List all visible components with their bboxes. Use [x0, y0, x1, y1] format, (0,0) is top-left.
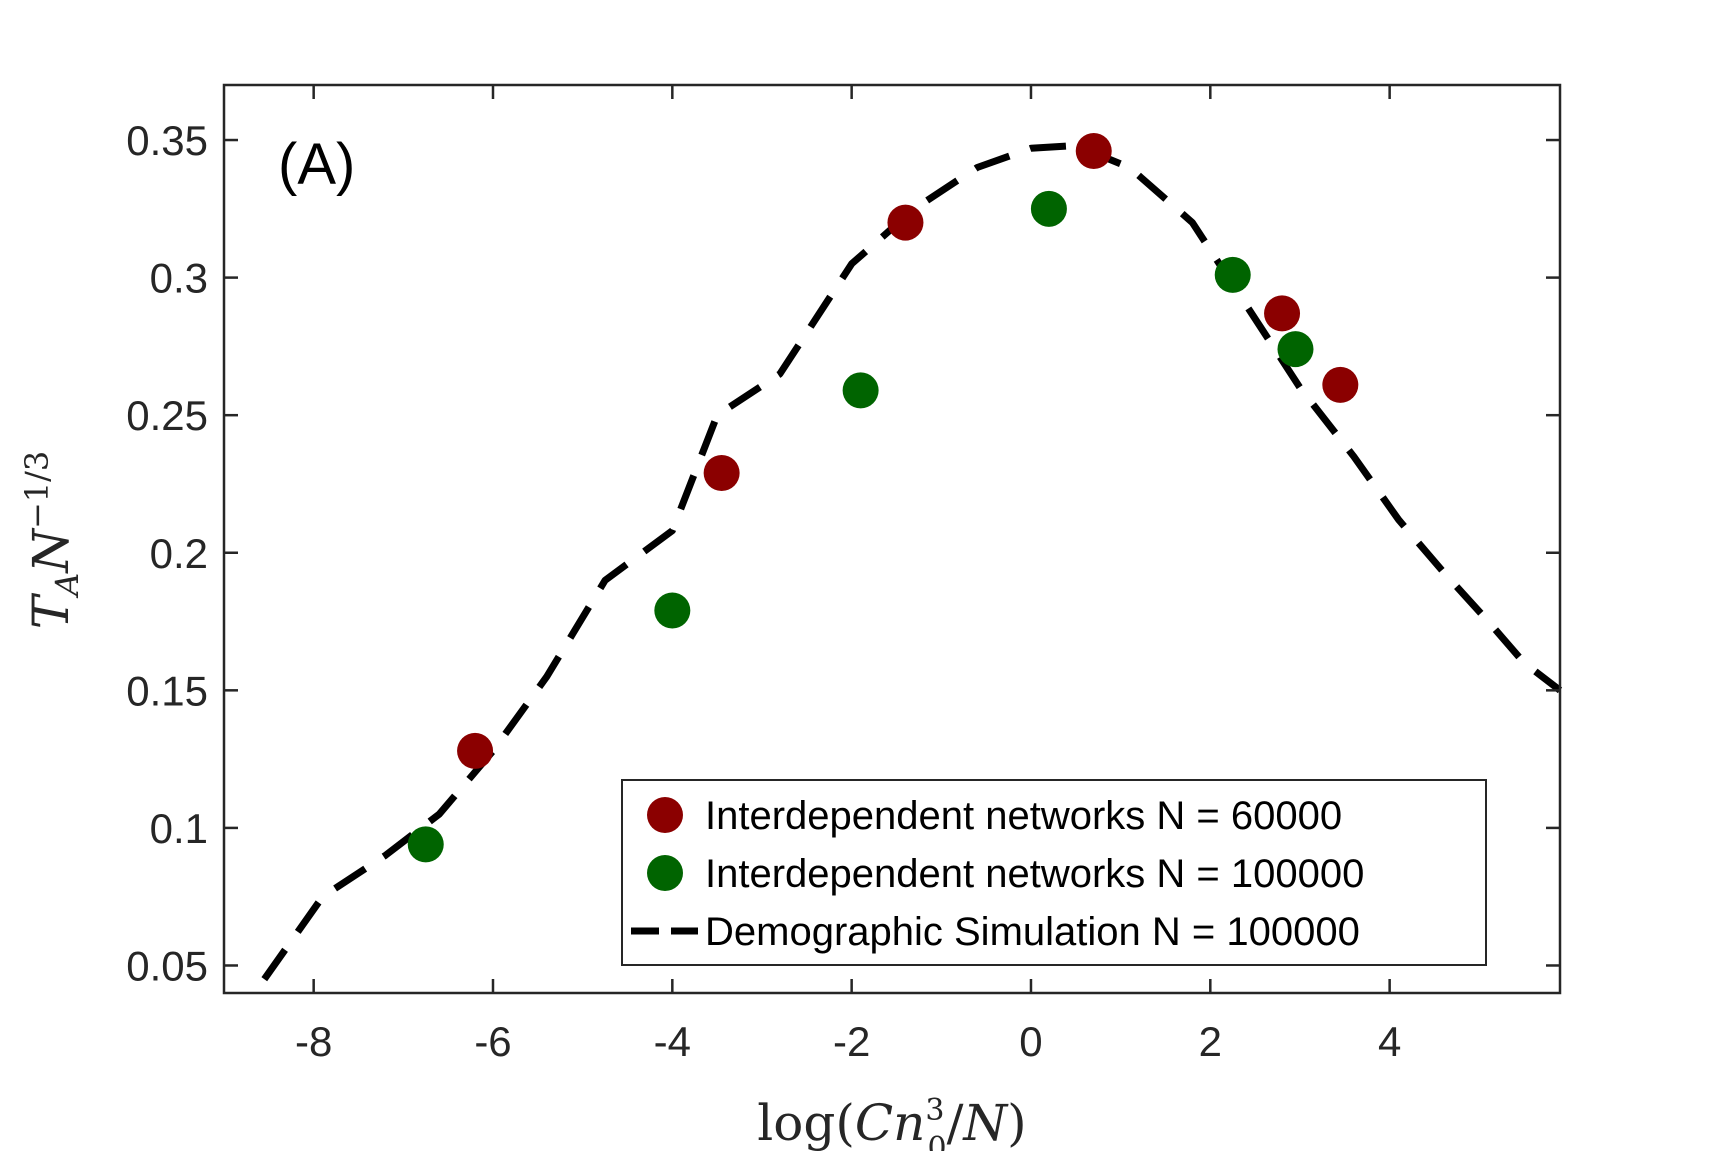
legend-label-simulation: Demographic Simulation N = 100000	[705, 910, 1360, 954]
y-axis-title-subscript: A	[48, 573, 86, 599]
data-point-n100000	[407, 826, 444, 863]
y-tick-label: 0.25	[126, 392, 208, 439]
y-axis-title: TAN−1/3	[18, 451, 86, 630]
x-axis-title-slash: /	[947, 1094, 964, 1151]
x-tick-label: 0	[1019, 1018, 1042, 1065]
data-point-n60000	[703, 454, 740, 491]
legend-marker-100000	[647, 855, 683, 891]
legend-box	[621, 779, 1487, 966]
x-axis-title-suffix: )	[1007, 1094, 1027, 1151]
plot-frame	[222, 83, 1562, 995]
simulation-dashed-line	[261, 142, 1563, 982]
data-point-n100000	[1030, 190, 1067, 227]
x-axis-title-subscript: 0	[927, 1131, 946, 1151]
x-axis-title-var1: Cn	[855, 1094, 925, 1151]
x-tick-label: 4	[1378, 1018, 1401, 1065]
y-tick-label: 0.2	[150, 530, 208, 577]
y-tick-label: 0.05	[126, 942, 208, 989]
x-tick-label: -2	[833, 1018, 870, 1065]
panel-label: (A)	[278, 132, 355, 197]
y-axis-title-var: T	[22, 592, 80, 629]
axis-ticks: -8 -6 -4 -2 0 2 4 0.05 0.1 0.15 0.2 0.25 0.3 0.35	[126, 85, 1560, 1065]
x-tick-label: 2	[1199, 1018, 1222, 1065]
data-point-n100000	[842, 372, 879, 409]
y-tick-label: 0.35	[126, 117, 208, 164]
x-axis-title-var2: N	[962, 1094, 1009, 1151]
data-point-n100000	[654, 592, 691, 629]
y-axis-title-superscript: −1/3	[18, 451, 56, 529]
y-tick-label: 0.3	[150, 255, 208, 302]
y-axis-title-var2: N	[22, 527, 80, 574]
data-point-n60000	[1075, 133, 1112, 170]
legend-marker-60000	[647, 797, 683, 833]
legend-label-60000: Interdependent networks N = 60000	[705, 794, 1342, 838]
x-axis-title-prefix: log(	[757, 1094, 855, 1151]
data-point-n60000	[887, 204, 924, 241]
legend-label-100000: Interdependent networks N = 100000	[705, 852, 1364, 896]
data-point-n60000	[1264, 295, 1301, 332]
x-tick-label: -6	[474, 1018, 511, 1065]
legend: Interdependent networks N = 60000 Interd…	[621, 779, 1487, 966]
plot-marks	[261, 133, 1563, 982]
y-tick-label: 0.1	[150, 805, 208, 852]
x-tick-label: -8	[295, 1018, 332, 1065]
y-tick-label: 0.15	[126, 667, 208, 714]
x-axis-title: log(Cn3 0/N)	[757, 1093, 1026, 1151]
data-point-n60000	[1322, 366, 1359, 403]
x-axis-title-superscript: 3	[925, 1093, 944, 1128]
data-point-n60000	[457, 732, 494, 769]
data-point-n100000	[1277, 331, 1314, 368]
x-tick-label: -4	[654, 1018, 691, 1065]
data-point-n100000	[1214, 256, 1251, 293]
